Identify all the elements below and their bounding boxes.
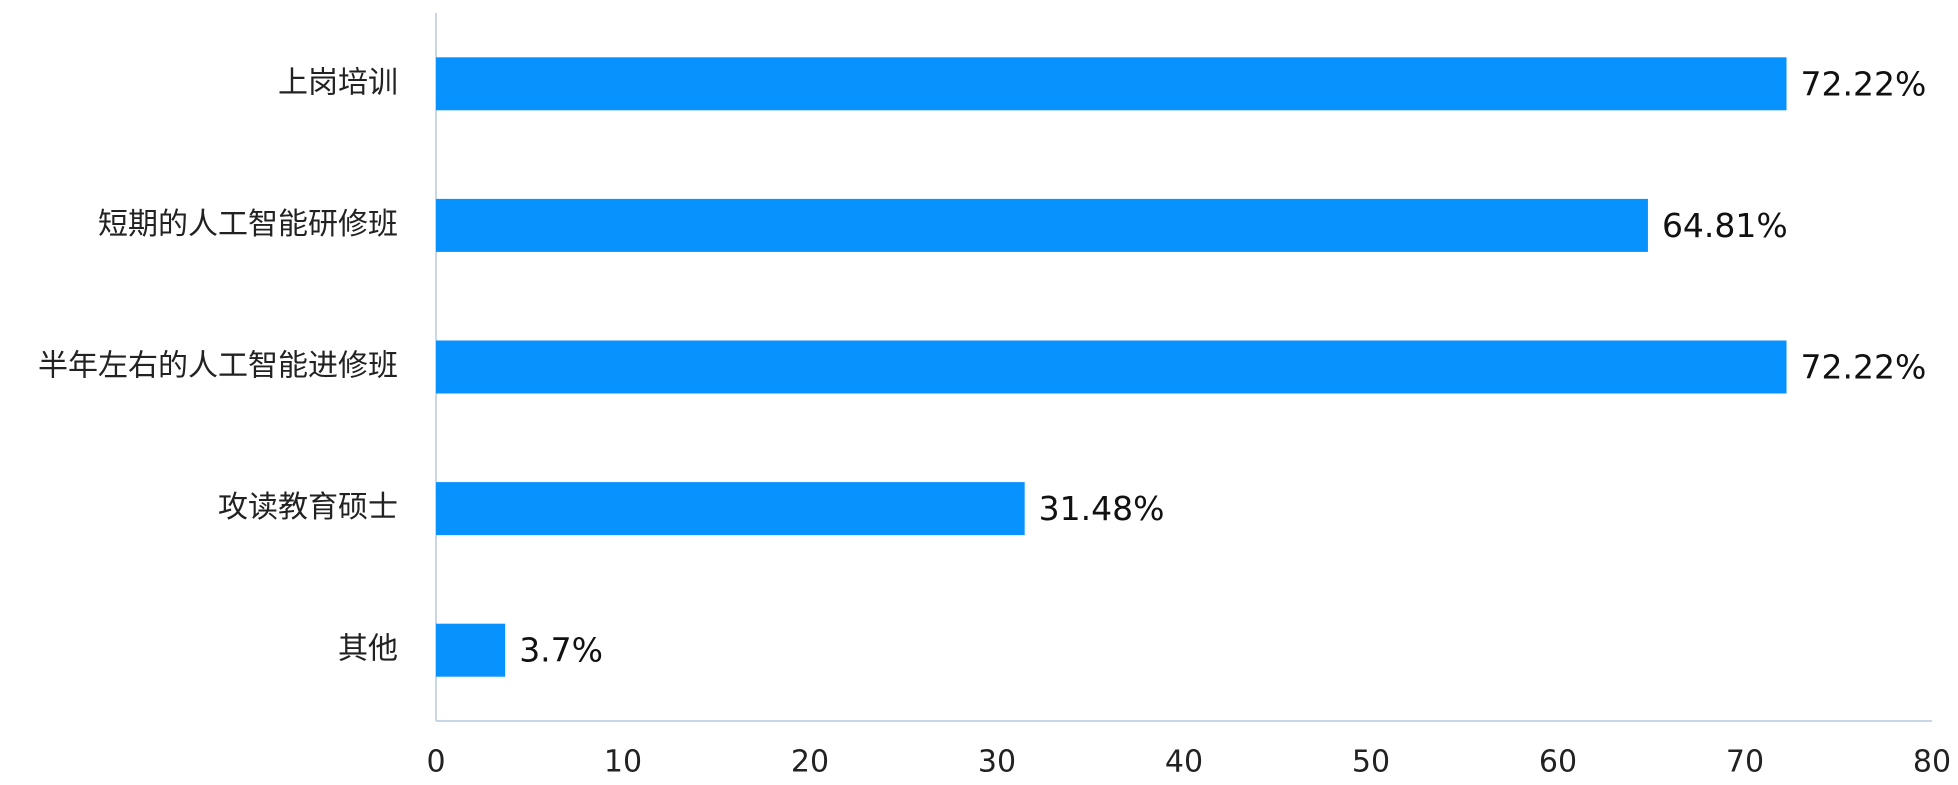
x-tick-label: 80 xyxy=(1913,745,1951,780)
y-tick-label: 攻读教育硕士 xyxy=(218,490,398,525)
x-tick-label: 60 xyxy=(1539,745,1577,780)
value-label: 72.22% xyxy=(1801,64,1927,103)
x-tick-label: 40 xyxy=(1165,745,1203,780)
y-tick-label: 半年左右的人工智能进修班 xyxy=(38,349,398,384)
x-tick-label: 30 xyxy=(978,745,1016,780)
value-label: 31.48% xyxy=(1039,489,1165,528)
bar xyxy=(436,482,1025,536)
x-tick-label: 50 xyxy=(1352,745,1390,780)
y-tick-label: 其他 xyxy=(338,632,398,667)
bar xyxy=(436,340,1787,394)
value-label: 72.22% xyxy=(1801,348,1927,387)
bar xyxy=(436,623,506,677)
x-tick-label: 10 xyxy=(604,745,642,780)
x-tick-label: 70 xyxy=(1726,745,1764,780)
y-tick-label: 上岗培训 xyxy=(278,65,398,100)
bar xyxy=(436,57,1787,111)
bar xyxy=(436,198,1648,252)
y-tick-label: 短期的人工智能研修班 xyxy=(98,207,398,242)
value-label: 3.7% xyxy=(519,631,603,670)
value-label: 64.81% xyxy=(1662,206,1788,245)
x-tick-label: 20 xyxy=(791,745,829,780)
x-tick-label: 0 xyxy=(426,745,445,780)
